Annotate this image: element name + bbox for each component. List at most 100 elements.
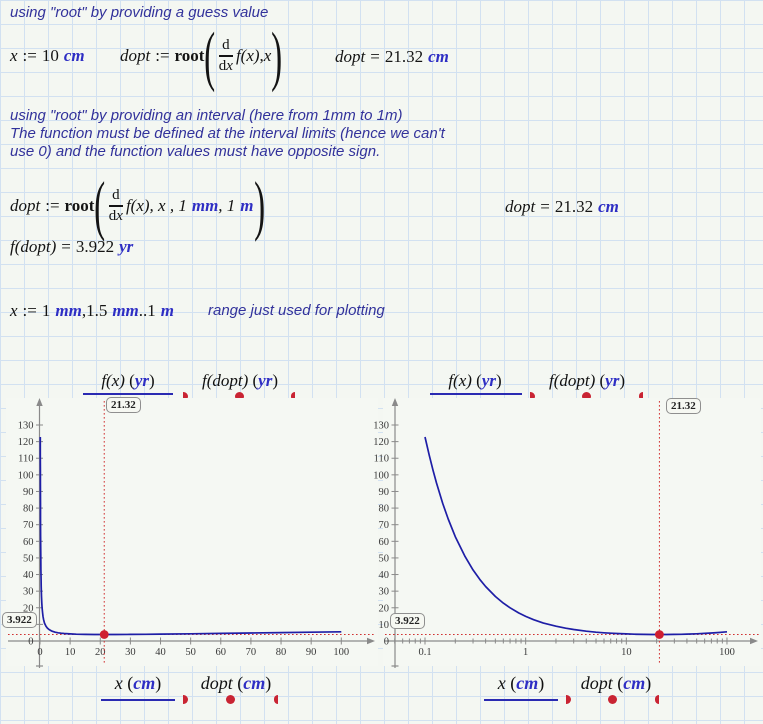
comment-range[interactable]: range just used for plotting	[208, 302, 385, 319]
trace-unit: yr	[605, 371, 620, 390]
svg-text:0: 0	[384, 637, 389, 648]
unit: mm	[55, 301, 82, 320]
math-guess-definition[interactable]: x:= 10 cm	[10, 46, 85, 66]
math-fvalue[interactable]: f(dopt) = 3.922 yr	[10, 237, 133, 257]
svg-text:80: 80	[23, 504, 34, 515]
value: 3.922	[75, 237, 115, 256]
math-result-guess[interactable]: dopt = 21.32 cm	[335, 47, 449, 67]
marker-y-tag[interactable]: 3.922	[390, 613, 425, 629]
variable: x	[10, 46, 18, 65]
half-dot-icon	[654, 695, 659, 704]
comma: ,	[81, 301, 87, 320]
unit: cm	[598, 197, 619, 216]
comment-interval[interactable]: using "root" by providing an interval (h…	[10, 107, 445, 161]
numerator: d	[222, 37, 230, 54]
lhs: dopt	[10, 196, 41, 215]
ticks	[36, 424, 342, 645]
svg-text:10: 10	[379, 620, 390, 631]
axis-unit: cm	[133, 673, 156, 693]
svg-text:70: 70	[379, 520, 390, 531]
marker-x-tag[interactable]: 21.32	[666, 398, 701, 414]
open-paren: (	[94, 168, 106, 243]
svg-text:50: 50	[379, 553, 390, 564]
xaxis-line-sample	[101, 699, 175, 701]
svg-text:80: 80	[276, 647, 287, 658]
arguments: , x , 1	[149, 196, 187, 215]
denominator: dx	[218, 57, 233, 74]
svg-text:10: 10	[621, 647, 632, 658]
svg-text:100: 100	[373, 470, 389, 481]
unit: m	[240, 196, 254, 215]
svg-text:130: 130	[18, 421, 34, 432]
svg-text:90: 90	[23, 487, 34, 498]
svg-text:40: 40	[155, 647, 166, 658]
legend-trace2-right: f(dopt) (yr)	[548, 371, 626, 390]
axis-name: x	[497, 673, 506, 693]
unit: mm	[191, 196, 219, 215]
trace-name: f(dopt)	[201, 371, 249, 390]
range-dots: ..	[138, 301, 148, 320]
svg-text:100: 100	[719, 647, 735, 658]
axis-unit: cm	[243, 673, 266, 693]
argument: x	[263, 46, 272, 65]
svg-text:100: 100	[18, 470, 34, 481]
svg-text:0.1: 0.1	[418, 647, 431, 658]
equals-op: =	[61, 237, 71, 256]
legend-trace1-right: f(x) (yr)	[448, 371, 502, 390]
xaxis-label2-left: dopt (cm)	[200, 673, 272, 693]
comment-guess-value[interactable]: using "root" by providing a guess value	[10, 4, 269, 21]
curve-fx	[424, 436, 728, 636]
math-root-guess[interactable]: dopt:= root(d dx f(x), x)	[120, 22, 283, 89]
svg-text:60: 60	[23, 537, 34, 548]
dot-icon	[582, 392, 591, 401]
svg-text:20: 20	[379, 603, 390, 614]
marker-dot	[655, 630, 664, 639]
svg-text:30: 30	[23, 587, 34, 598]
legend-trace2-left: f(dopt) (yr)	[201, 371, 279, 390]
trace-unit: yr	[134, 371, 149, 390]
svg-text:50: 50	[23, 553, 34, 564]
svg-text:0: 0	[37, 647, 42, 658]
unit: cm	[63, 46, 85, 65]
half-dot-icon	[530, 392, 535, 401]
trace-unit: yr	[258, 371, 273, 390]
math-root-interval[interactable]: dopt:= root(d dx f(x), x , 1 mm, 1 m)	[10, 172, 265, 239]
axis-name: x	[114, 673, 123, 693]
xaxis-label2-right: dopt (cm)	[580, 673, 652, 693]
x-axis-arrow	[367, 637, 375, 645]
marker-y-tag[interactable]: 3.922	[2, 612, 37, 628]
fraction-bar	[218, 55, 233, 57]
svg-text:60: 60	[216, 647, 227, 658]
unit: yr	[119, 237, 134, 256]
svg-text:70: 70	[246, 647, 257, 658]
svg-text:70: 70	[23, 520, 34, 531]
half-dot-icon	[183, 695, 188, 704]
lhs: dopt	[335, 47, 366, 66]
value: 1	[147, 301, 156, 320]
svg-text:80: 80	[379, 504, 390, 515]
axis-unit: cm	[623, 673, 646, 693]
plot-linear[interactable]: 0102030405060708090100110120130010203040…	[0, 396, 381, 680]
open-paren: (	[204, 18, 216, 93]
unit: m	[160, 301, 174, 320]
svg-text:10: 10	[65, 647, 76, 658]
value: 1.5	[86, 301, 108, 320]
math-result-interval[interactable]: dopt = 21.32 cm	[505, 197, 619, 217]
y-axis-arrow	[391, 398, 399, 406]
svg-text:90: 90	[379, 487, 390, 498]
axis-unit: cm	[516, 673, 539, 693]
half-dot-icon	[183, 392, 188, 401]
math-range-definition[interactable]: x:= 1 mm, 1.5 mm.. 1 m	[10, 301, 174, 321]
trace-name: f(x)	[448, 371, 472, 390]
svg-text:0: 0	[28, 637, 33, 648]
marker-x-tag[interactable]: 21.32	[106, 397, 141, 413]
xaxis-label-right: x (cm)	[497, 673, 545, 693]
dot-icon	[226, 695, 235, 704]
lhs: dopt	[505, 197, 536, 216]
separator: ,	[259, 46, 264, 65]
half-dot-icon	[273, 695, 278, 704]
half-dot-icon	[290, 392, 295, 401]
dot-icon	[234, 392, 244, 401]
